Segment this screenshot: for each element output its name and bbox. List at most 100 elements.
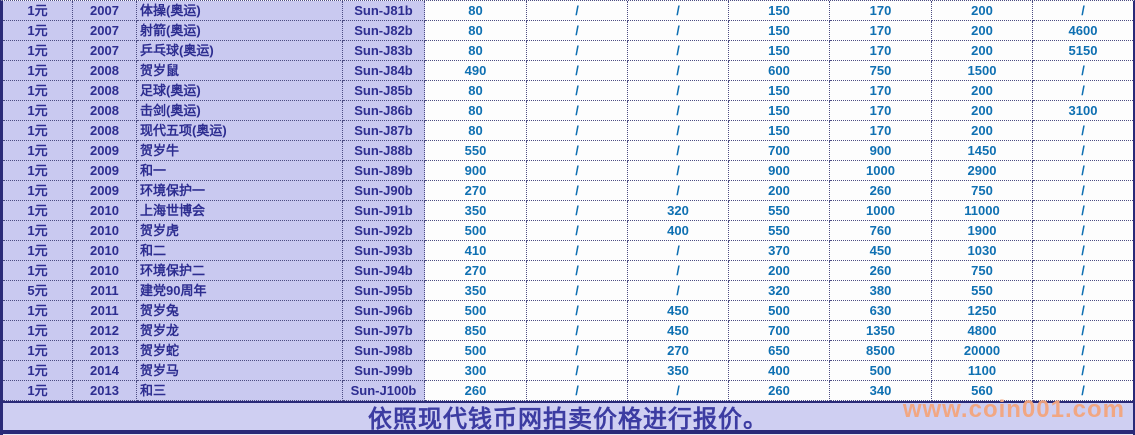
- cell-denomination: 1元: [3, 301, 73, 321]
- cell-price-7: /: [1033, 281, 1133, 301]
- cell-catalog-code: Sun-J81b: [343, 1, 425, 21]
- cell-price-3: /: [628, 261, 729, 281]
- cell-price-1: 350: [425, 281, 527, 301]
- cell-price-6: 200: [932, 1, 1033, 21]
- table-row: 1元 2014 贺岁马 Sun-J99b 300/350 400 500 1100/: [3, 361, 1133, 381]
- cell-price-6: 1250: [932, 301, 1033, 321]
- cell-price-6: 200: [932, 41, 1033, 61]
- cell-price-6: 750: [932, 261, 1033, 281]
- cell-coin-name: 上海世博会: [137, 201, 343, 221]
- cell-price-3: /: [628, 281, 729, 301]
- cell-price-3: /: [628, 21, 729, 41]
- cell-catalog-code: Sun-J85b: [343, 81, 425, 101]
- cell-price-1: 550: [425, 141, 527, 161]
- cell-denomination: 1元: [3, 21, 73, 41]
- cell-price-7: /: [1033, 361, 1133, 381]
- cell-price-7: /: [1033, 221, 1133, 241]
- cell-coin-name: 足球(奥运): [137, 81, 343, 101]
- cell-price-5: 500: [830, 361, 932, 381]
- table-row: 1元 2008 现代五项(奥运) Sun-J87b 80//150 170 200/: [3, 121, 1133, 141]
- table-row: 1元 2010 上海世博会 Sun-J91b 350/320 550 1000 11000/: [3, 201, 1133, 221]
- cell-denomination: 1元: [3, 161, 73, 181]
- cell-denomination: 1元: [3, 341, 73, 361]
- table-footer: 依照现代钱币网拍卖价格进行报价。: [3, 401, 1133, 433]
- cell-price-7: /: [1033, 381, 1133, 401]
- cell-price-7: 4600: [1033, 21, 1133, 41]
- cell-denomination: 1元: [3, 61, 73, 81]
- cell-price-2: /: [527, 261, 628, 281]
- table-row: 1元 2008 足球(奥运) Sun-J85b 80//150 170 200/: [3, 81, 1133, 101]
- cell-price-4: 150: [729, 101, 830, 121]
- cell-price-2: /: [527, 201, 628, 221]
- cell-price-5: 1000: [830, 201, 932, 221]
- cell-year: 2008: [73, 61, 137, 81]
- cell-coin-name: 贺岁马: [137, 361, 343, 381]
- cell-price-3: /: [628, 101, 729, 121]
- cell-price-2: /: [527, 221, 628, 241]
- cell-price-7: /: [1033, 81, 1133, 101]
- cell-coin-name: 现代五项(奥运): [137, 121, 343, 141]
- cell-denomination: 1元: [3, 361, 73, 381]
- cell-year: 2011: [73, 281, 137, 301]
- cell-denomination: 1元: [3, 261, 73, 281]
- cell-price-7: /: [1033, 201, 1133, 221]
- cell-coin-name: 贺岁蛇: [137, 341, 343, 361]
- cell-year: 2009: [73, 141, 137, 161]
- cell-catalog-code: Sun-J99b: [343, 361, 425, 381]
- cell-price-2: /: [527, 61, 628, 81]
- cell-price-7: /: [1033, 1, 1133, 21]
- cell-denomination: 1元: [3, 241, 73, 261]
- cell-price-1: 80: [425, 21, 527, 41]
- cell-year: 2007: [73, 41, 137, 61]
- cell-price-5: 170: [830, 41, 932, 61]
- cell-year: 2007: [73, 1, 137, 21]
- cell-coin-name: 贺岁牛: [137, 141, 343, 161]
- table-row: 1元 2008 贺岁鼠 Sun-J84b 490//600 750 1500/: [3, 61, 1133, 81]
- table-body: 1元 2007 体操(奥运) Sun-J81b 80//150 170 200/1元 2007…: [3, 1, 1133, 401]
- cell-price-7: /: [1033, 121, 1133, 141]
- cell-price-3: /: [628, 1, 729, 21]
- cell-price-2: /: [527, 381, 628, 401]
- cell-year: 2011: [73, 301, 137, 321]
- cell-year: 2008: [73, 101, 137, 121]
- cell-price-2: /: [527, 141, 628, 161]
- cell-coin-name: 环境保护二: [137, 261, 343, 281]
- cell-price-3: 350: [628, 361, 729, 381]
- table-row: 5元 2011 建党90周年 Sun-J95b 350//320 380 550/: [3, 281, 1133, 301]
- cell-price-1: 270: [425, 181, 527, 201]
- cell-price-4: 320: [729, 281, 830, 301]
- cell-price-5: 760: [830, 221, 932, 241]
- cell-coin-name: 贺岁龙: [137, 321, 343, 341]
- cell-price-6: 1030: [932, 241, 1033, 261]
- cell-price-5: 260: [830, 261, 932, 281]
- cell-price-4: 700: [729, 141, 830, 161]
- cell-price-5: 630: [830, 301, 932, 321]
- cell-price-6: 200: [932, 21, 1033, 41]
- table-row: 1元 2007 体操(奥运) Sun-J81b 80//150 170 200/: [3, 1, 1133, 21]
- cell-price-6: 2900: [932, 161, 1033, 181]
- cell-year: 2013: [73, 381, 137, 401]
- table-row: 1元 2013 贺岁蛇 Sun-J98b 500/270 650 8500 20000/: [3, 341, 1133, 361]
- cell-price-2: /: [527, 241, 628, 261]
- cell-price-1: 500: [425, 341, 527, 361]
- cell-price-6: 4800: [932, 321, 1033, 341]
- cell-coin-name: 和二: [137, 241, 343, 261]
- cell-price-6: 750: [932, 181, 1033, 201]
- cell-price-6: 560: [932, 381, 1033, 401]
- cell-price-2: /: [527, 81, 628, 101]
- cell-price-7: /: [1033, 61, 1133, 81]
- cell-price-4: 150: [729, 1, 830, 21]
- cell-price-3: /: [628, 381, 729, 401]
- cell-price-5: 900: [830, 141, 932, 161]
- cell-denomination: 1元: [3, 181, 73, 201]
- cell-price-3: /: [628, 181, 729, 201]
- cell-price-4: 550: [729, 221, 830, 241]
- cell-price-3: 270: [628, 341, 729, 361]
- table-row: 1元 2011 贺岁兔 Sun-J96b 500/450 500 630 1250/: [3, 301, 1133, 321]
- cell-price-1: 260: [425, 381, 527, 401]
- cell-denomination: 1元: [3, 381, 73, 401]
- cell-year: 2010: [73, 201, 137, 221]
- cell-catalog-code: Sun-J97b: [343, 321, 425, 341]
- cell-coin-name: 射箭(奥运): [137, 21, 343, 41]
